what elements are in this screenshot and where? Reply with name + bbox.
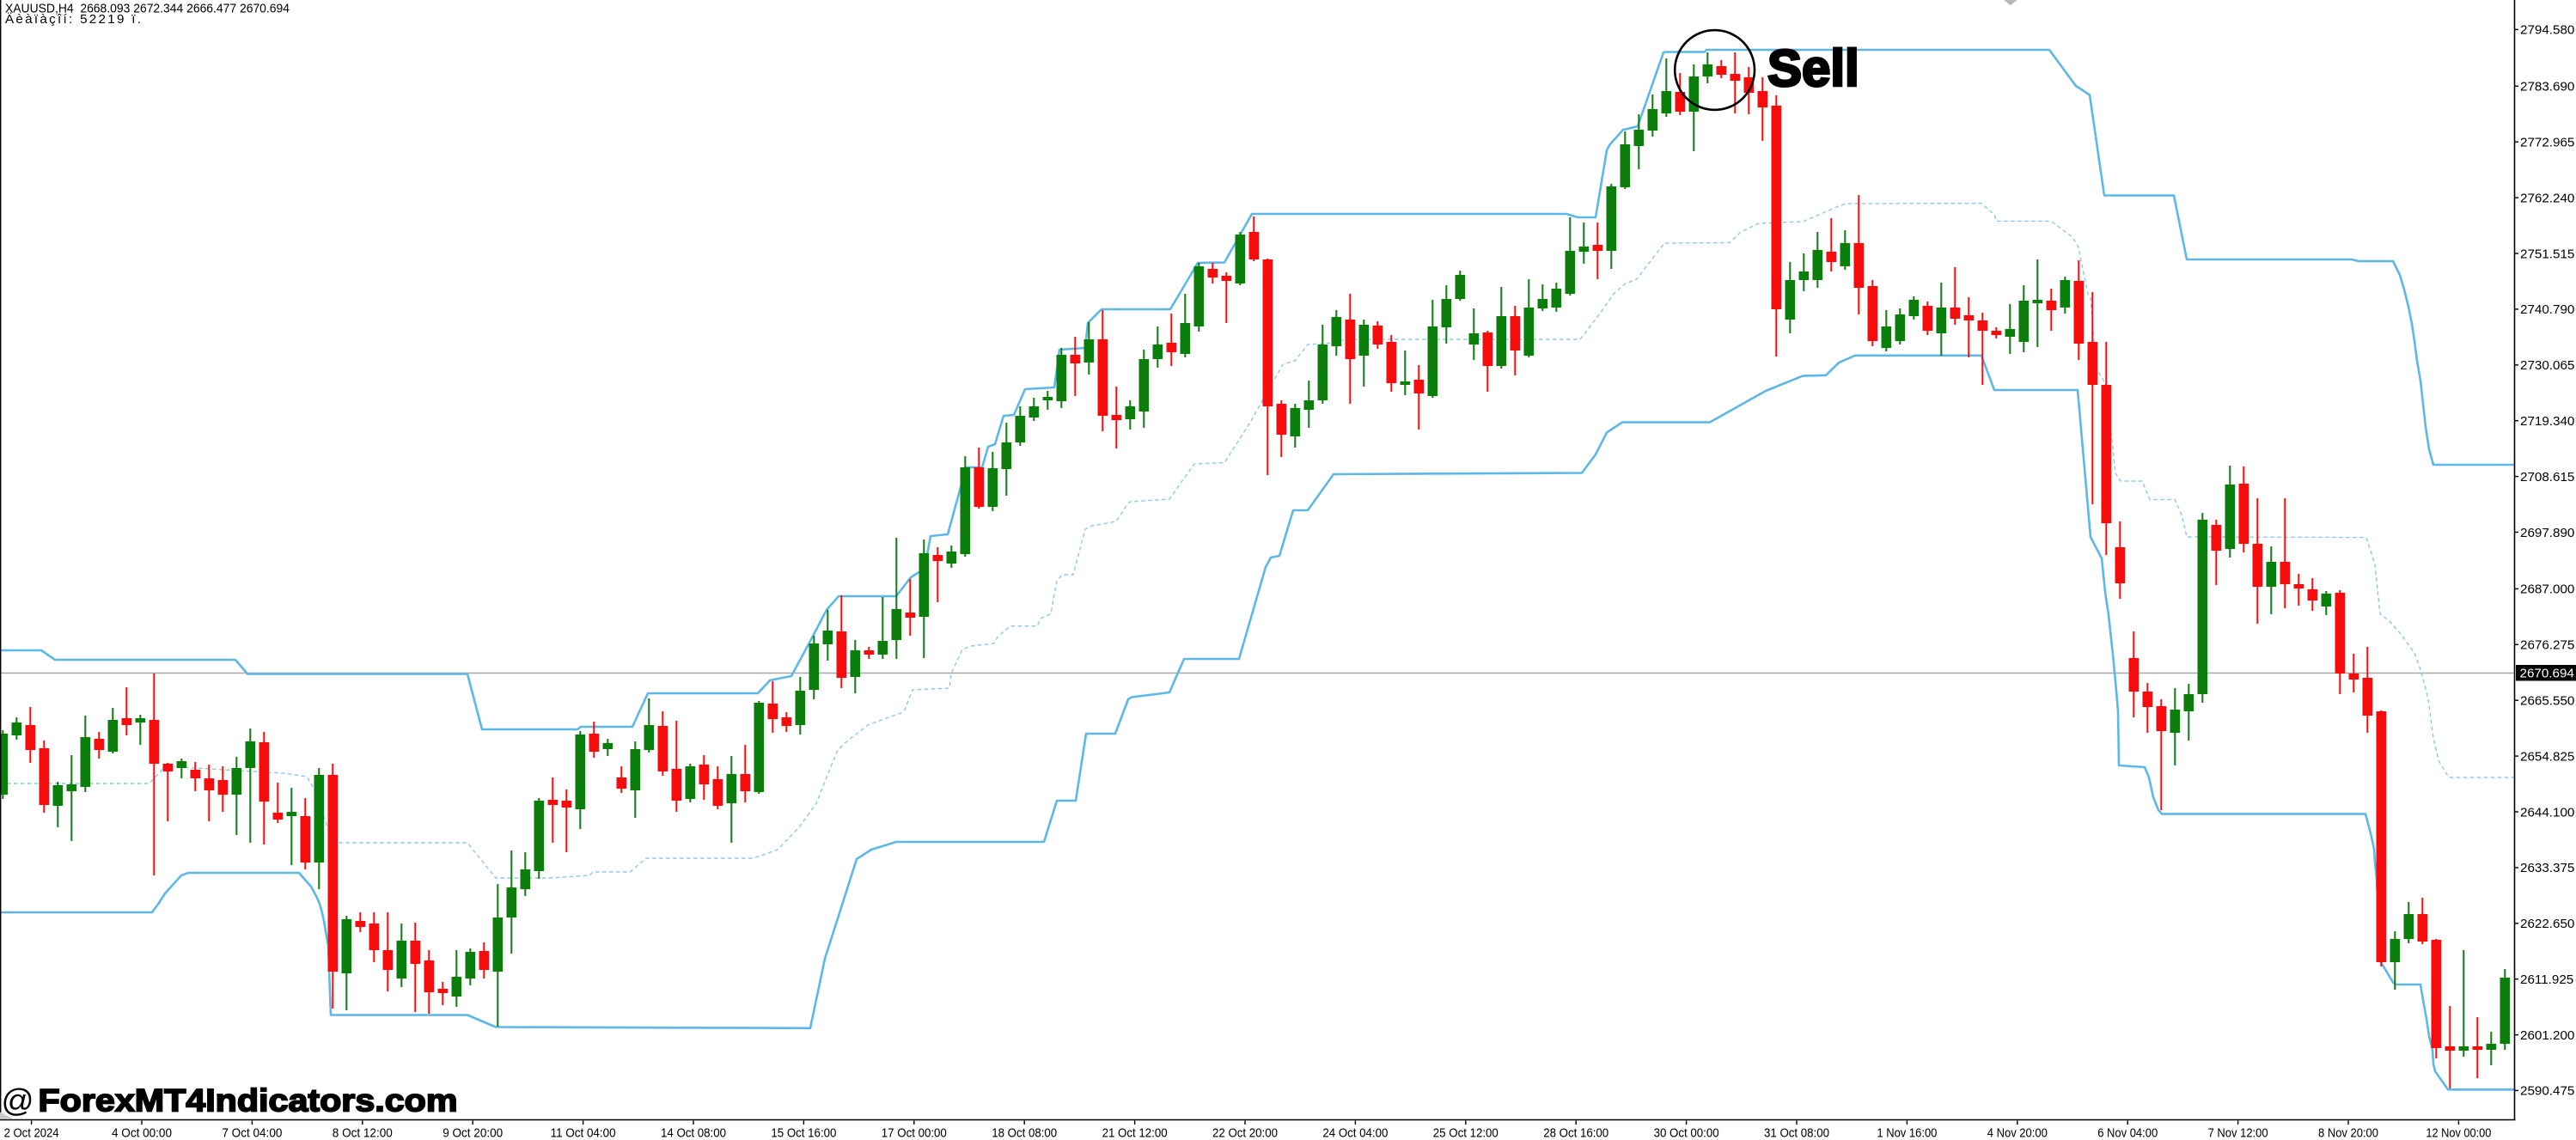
svg-text:18 Oct 08:00: 18 Oct 08:00	[992, 1126, 1057, 1140]
svg-text:2590.475: 2590.475	[2520, 1084, 2574, 1099]
svg-text:2783.690: 2783.690	[2520, 80, 2574, 94]
svg-text:30 Oct 00:00: 30 Oct 00:00	[1654, 1126, 1719, 1140]
svg-text:@: @	[2, 1082, 34, 1119]
svg-text:Sell: Sell	[1767, 40, 1859, 97]
svg-text:28 Oct 16:00: 28 Oct 16:00	[1543, 1126, 1608, 1140]
svg-text:4 Nov 20:00: 4 Nov 20:00	[1987, 1126, 2048, 1140]
svg-text:2730.065: 2730.065	[2520, 358, 2574, 373]
svg-text:14 Oct 08:00: 14 Oct 08:00	[661, 1126, 726, 1140]
svg-text:2697.890: 2697.890	[2520, 526, 2574, 540]
svg-text:8 Oct 12:00: 8 Oct 12:00	[333, 1126, 393, 1140]
svg-text:2611.925: 2611.925	[2520, 972, 2573, 987]
svg-text:2665.550: 2665.550	[2520, 694, 2574, 709]
svg-text:ForexMT4Indicators.com: ForexMT4Indicators.com	[39, 1082, 458, 1119]
svg-text:17 Oct 00:00: 17 Oct 00:00	[882, 1126, 947, 1140]
svg-text:31 Oct 08:00: 31 Oct 08:00	[1764, 1126, 1829, 1140]
svg-text:2676.275: 2676.275	[2520, 638, 2574, 653]
svg-text:7 Nov 12:00: 7 Nov 12:00	[2208, 1126, 2268, 1140]
svg-text:2762.240: 2762.240	[2520, 191, 2574, 205]
svg-text:4 Oct 00:00: 4 Oct 00:00	[112, 1126, 172, 1140]
svg-text:2708.615: 2708.615	[2520, 470, 2574, 485]
svg-text:2794.580: 2794.580	[2520, 23, 2574, 38]
svg-text:2740.790: 2740.790	[2520, 302, 2574, 317]
svg-text:2622.650: 2622.650	[2520, 917, 2574, 931]
svg-text:2772.965: 2772.965	[2520, 136, 2574, 150]
svg-text:2633.375: 2633.375	[2520, 861, 2574, 875]
svg-text:1 Nov 16:00: 1 Nov 16:00	[1877, 1126, 1937, 1140]
svg-text:9 Oct 20:00: 9 Oct 20:00	[443, 1126, 503, 1140]
svg-text:2 Oct 2024: 2 Oct 2024	[4, 1126, 59, 1140]
svg-text:6 Nov 04:00: 6 Nov 04:00	[2097, 1126, 2158, 1140]
svg-text:15 Oct 16:00: 15 Oct 16:00	[771, 1126, 836, 1140]
svg-text:25 Oct 12:00: 25 Oct 12:00	[1433, 1126, 1499, 1140]
svg-text:2687.000: 2687.000	[2520, 582, 2574, 597]
svg-text:2644.100: 2644.100	[2520, 805, 2574, 820]
svg-text:2654.825: 2654.825	[2520, 749, 2574, 764]
svg-text:21 Oct 12:00: 21 Oct 12:00	[1102, 1126, 1168, 1140]
svg-text:2601.200: 2601.200	[2520, 1028, 2574, 1043]
svg-text:8 Nov 20:00: 8 Nov 20:00	[2318, 1126, 2378, 1140]
svg-text:24 Oct 04:00: 24 Oct 04:00	[1322, 1126, 1388, 1140]
svg-text:XAUUSD,H4 2668.093 2672.344 2: XAUUSD,H4 2668.093 2672.344 2666.477 267…	[5, 1, 290, 15]
svg-text:7 Oct 04:00: 7 Oct 04:00	[222, 1126, 282, 1140]
svg-text:2670.694: 2670.694	[2520, 667, 2574, 681]
svg-text:22 Oct 20:00: 22 Oct 20:00	[1212, 1126, 1278, 1140]
svg-text:11 Oct 04:00: 11 Oct 04:00	[551, 1126, 616, 1140]
svg-text:12 Nov 00:00: 12 Nov 00:00	[2426, 1126, 2491, 1140]
svg-text:2719.340: 2719.340	[2520, 414, 2574, 429]
svg-text:2751.515: 2751.515	[2520, 247, 2574, 261]
